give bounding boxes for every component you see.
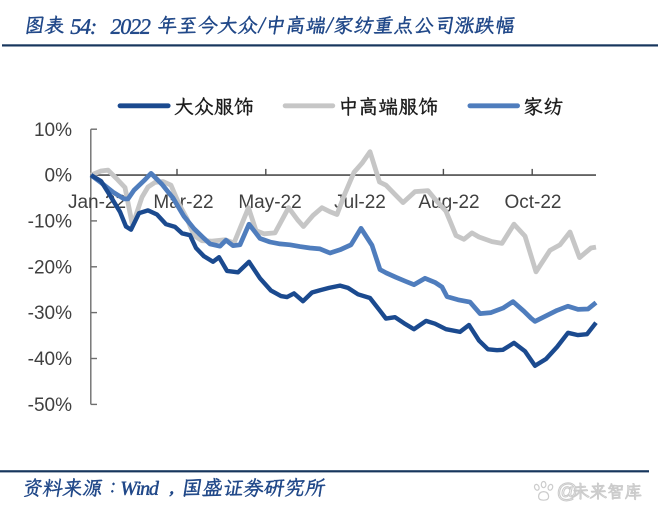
svg-text:-10%: -10%	[28, 212, 72, 233]
svg-text:Mar-22: Mar-22	[153, 192, 213, 213]
svg-text:-30%: -30%	[28, 303, 72, 324]
svg-text:Aug-22: Aug-22	[418, 192, 479, 213]
svg-text:10%: 10%	[34, 120, 72, 141]
svg-text:Jul-22: Jul-22	[334, 192, 386, 213]
svg-text:-40%: -40%	[28, 349, 72, 370]
svg-text:Oct-22: Oct-22	[504, 192, 561, 213]
svg-text:May-22: May-22	[238, 192, 301, 213]
svg-text:-20%: -20%	[28, 257, 72, 278]
svg-text:0%: 0%	[45, 166, 73, 187]
svg-text:-50%: -50%	[28, 395, 72, 416]
